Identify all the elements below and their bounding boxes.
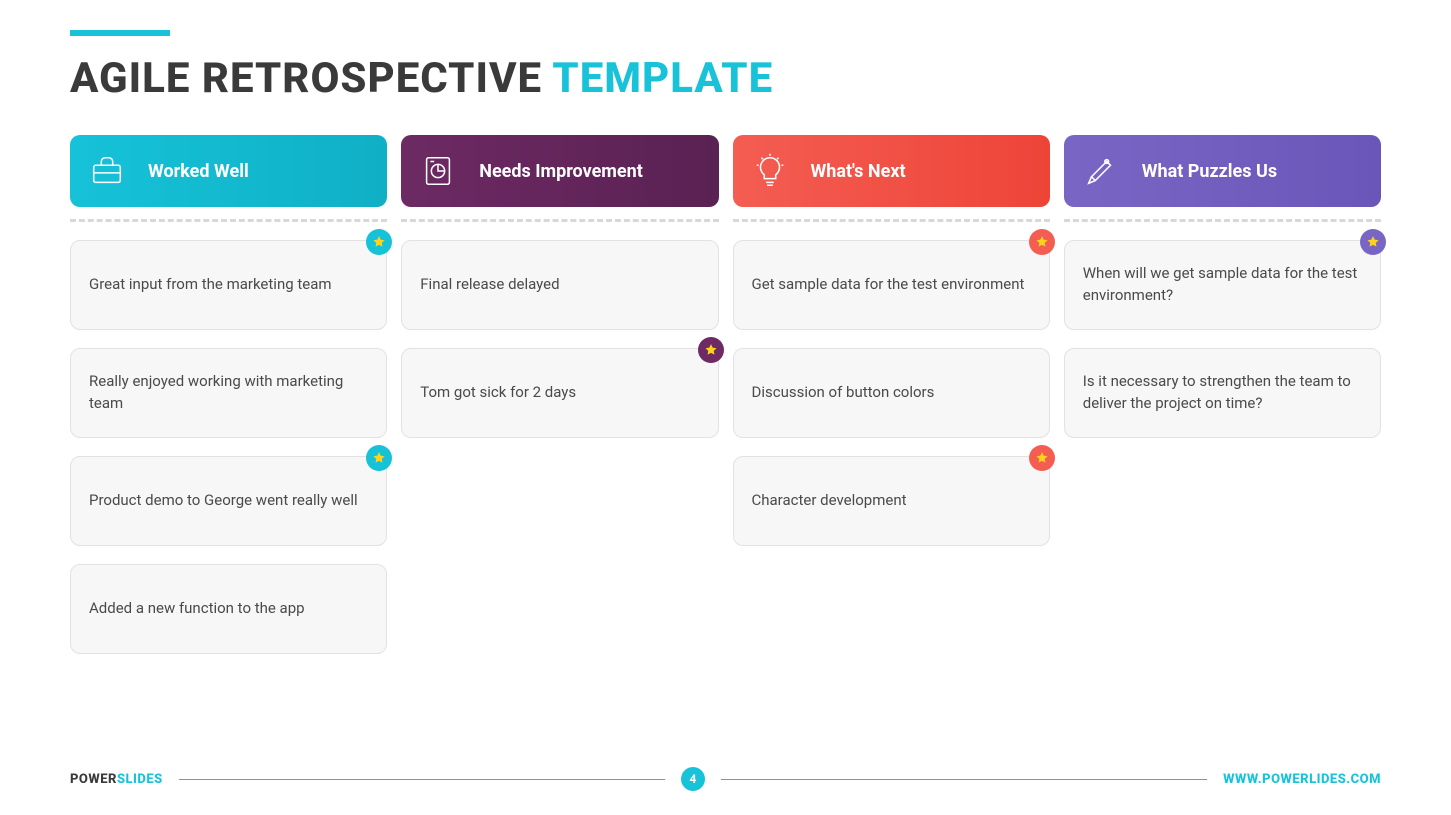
accent-bar — [70, 30, 170, 36]
column-label: Needs Improvement — [479, 161, 643, 182]
brand-part-a: POWER — [70, 772, 117, 787]
card-text: Character development — [752, 490, 907, 512]
retro-card[interactable]: Is it necessary to strengthen the team t… — [1064, 348, 1381, 438]
slide: AGILE RETROSPECTIVE TEMPLATE Worked Well… — [0, 0, 1451, 815]
column-0: Worked Well Great input from the marketin… — [70, 135, 387, 654]
card-text: Product demo to George went really well — [89, 490, 358, 512]
column-header: What Puzzles Us — [1064, 135, 1381, 207]
retro-card[interactable]: When will we get sample data for the tes… — [1064, 240, 1381, 330]
card-text: When will we get sample data for the tes… — [1083, 263, 1362, 307]
retro-card[interactable]: Get sample data for the test environment — [733, 240, 1050, 330]
column-divider — [401, 219, 718, 222]
column-divider — [733, 219, 1050, 222]
card-text: Discussion of button colors — [752, 382, 935, 404]
column-label: Worked Well — [148, 161, 249, 182]
column-icon — [419, 152, 457, 190]
retro-card[interactable]: Discussion of button colors — [733, 348, 1050, 438]
column-divider — [70, 219, 387, 222]
column-label: What's Next — [811, 161, 906, 182]
card-text: Added a new function to the app — [89, 598, 305, 620]
footer-line-right — [721, 779, 1207, 780]
card-text: Great input from the marketing team — [89, 274, 332, 296]
column-header: Worked Well — [70, 135, 387, 207]
title-main: AGILE RETROSPECTIVE — [70, 54, 552, 103]
retro-card[interactable]: Final release delayed — [401, 240, 718, 330]
card-text: Final release delayed — [420, 274, 559, 296]
column-icon — [1082, 152, 1120, 190]
card-text: Get sample data for the test environment — [752, 274, 1025, 296]
page-number: 4 — [681, 767, 705, 791]
cards-list: Great input from the marketing team Reall… — [70, 240, 387, 654]
cards-list: Final release delayed Tom got sick for 2 … — [401, 240, 718, 438]
column-1: Needs Improvement Final release delayed To… — [401, 135, 718, 654]
cards-list: Get sample data for the test environment… — [733, 240, 1050, 546]
retro-card[interactable]: Tom got sick for 2 days — [401, 348, 718, 438]
column-header: Needs Improvement — [401, 135, 718, 207]
column-header: What's Next — [733, 135, 1050, 207]
retro-card[interactable]: Great input from the marketing team — [70, 240, 387, 330]
card-text: Tom got sick for 2 days — [420, 382, 576, 404]
column-icon — [751, 152, 789, 190]
column-icon — [88, 152, 126, 190]
retro-card[interactable]: Added a new function to the app — [70, 564, 387, 654]
brand-part-b: SLIDES — [117, 772, 163, 787]
column-2: What's Next Get sample data for the test … — [733, 135, 1050, 654]
retro-card[interactable]: Character development — [733, 456, 1050, 546]
footer-url: WWW.POWERLIDES.COM — [1223, 772, 1381, 787]
cards-list: When will we get sample data for the tes… — [1064, 240, 1381, 438]
column-3: What Puzzles Us When will we get sample d… — [1064, 135, 1381, 654]
columns-container: Worked Well Great input from the marketin… — [70, 135, 1381, 654]
footer-line-left — [179, 779, 665, 780]
column-label: What Puzzles Us — [1142, 161, 1277, 182]
footer: POWERSLIDES 4 WWW.POWERLIDES.COM — [70, 767, 1381, 791]
retro-card[interactable]: Really enjoyed working with marketing te… — [70, 348, 387, 438]
card-text: Really enjoyed working with marketing te… — [89, 371, 368, 415]
retro-card[interactable]: Product demo to George went really well — [70, 456, 387, 546]
card-text: Is it necessary to strengthen the team t… — [1083, 371, 1362, 415]
brand-logo: POWERSLIDES — [70, 772, 163, 787]
column-divider — [1064, 219, 1381, 222]
page-title: AGILE RETROSPECTIVE TEMPLATE — [70, 54, 1381, 103]
title-highlight: TEMPLATE — [552, 54, 773, 103]
